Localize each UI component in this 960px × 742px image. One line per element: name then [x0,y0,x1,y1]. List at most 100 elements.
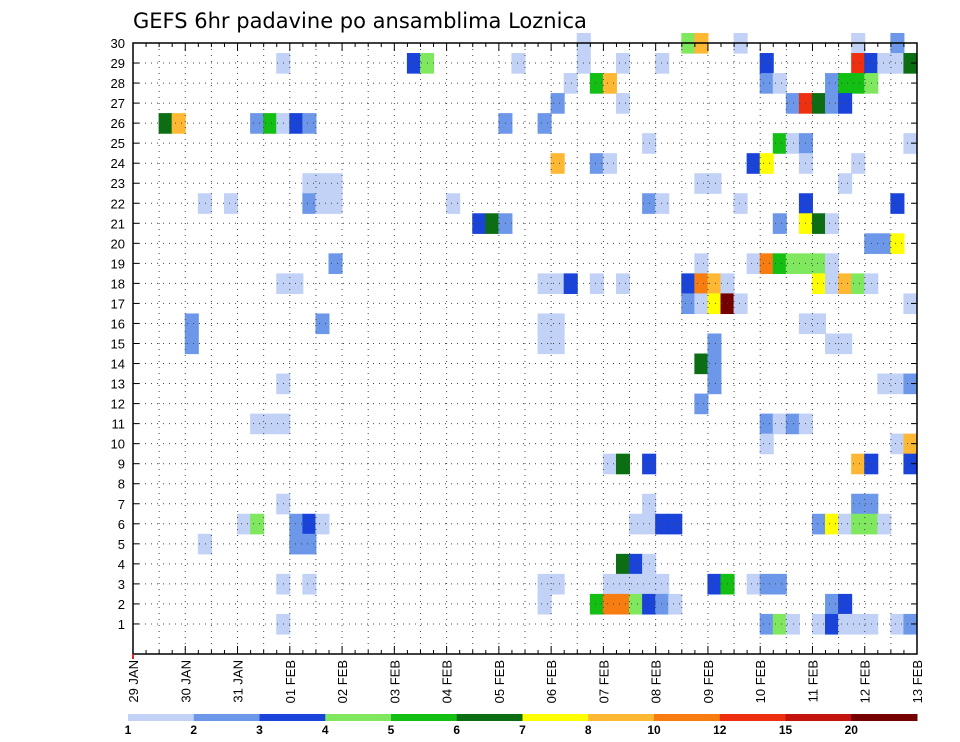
colorbar-swatch [128,714,195,721]
heatmap-cell [811,253,827,274]
heatmap-cell [785,133,800,154]
y-axis: 1234567891011121314151617181920212223242… [111,36,917,632]
heatmap-cell [890,433,905,455]
heatmap-cell [655,53,670,74]
heatmap-cell [250,413,265,435]
y-tick-label: 19 [111,256,125,271]
heatmap-cell [315,513,330,535]
heatmap-cell [629,593,644,615]
y-tick-label: 16 [111,316,125,331]
heatmap-cell [406,53,421,74]
heatmap-cell [811,513,827,535]
x-tick-label: 01 FEB [283,660,298,703]
heatmap-cell [825,213,840,234]
x-tick-label: 07 FEB [596,660,611,703]
heatmap-cell [655,513,670,535]
heatmap-cell [903,433,918,455]
x-tick-label: 29 JAN [126,660,141,703]
y-tick-label: 24 [111,156,125,171]
heatmap-cell [589,593,604,615]
heatmap-cell [629,553,644,575]
y-tick-label: 27 [111,96,125,111]
y-tick-label: 14 [111,357,125,372]
heatmap-cell [694,393,709,415]
heatmap-cell [811,213,827,234]
heatmap-cell [602,573,617,595]
heatmap-cell [838,513,853,535]
heatmap-cell [511,53,526,74]
heatmap-cell [825,273,840,295]
heatmap-cell [733,293,748,315]
heatmap-cell [851,493,866,515]
colorbar-label: 4 [322,723,329,737]
heatmap-cell [328,253,343,274]
x-tick-label: 09 FEB [701,660,716,703]
heatmap-cell [250,513,265,535]
heatmap-cell [537,593,552,615]
heatmap-cell [890,373,905,395]
heatmap-cell [785,253,800,274]
colorbar-swatch [456,714,523,721]
heatmap-cell [890,53,905,74]
heatmap-cell [171,113,186,134]
colorbar-swatch [654,714,721,721]
heatmap-cell [851,53,866,74]
colorbar: 1 2 3 4 5 6 7 8 10 12 15 20 [125,714,918,737]
heatmap-cell [328,173,343,194]
heatmap-cell [851,273,866,295]
heatmap-cell [785,413,800,435]
heatmap-cell [838,593,853,615]
colorbar-label: 6 [453,723,460,737]
y-tick-label: 4 [118,557,125,572]
heatmap-cell [302,193,317,214]
heatmap-cell [263,413,278,435]
y-tick-label: 8 [118,477,125,492]
heatmap-cell [851,453,866,475]
heatmap-cell [851,73,866,94]
heatmap-cell [733,193,748,214]
heatmap-cell [550,333,565,355]
y-tick-label: 1 [118,617,125,632]
y-tick-label: 2 [118,597,125,612]
heatmap-cell [550,273,565,295]
heatmap-cell [537,333,552,355]
heatmap-cell [811,93,827,114]
heatmap-cell [903,293,918,315]
y-tick-label: 13 [111,377,125,392]
heatmap-cell [903,373,918,395]
heatmap-cell [655,573,670,595]
heatmap-cell [694,173,709,194]
heatmap-cell [158,113,173,134]
heatmap-cell [302,173,317,194]
y-tick-label: 21 [111,216,125,231]
heatmap-cell [838,273,853,295]
y-tick-label: 29 [111,56,125,71]
heatmap-cell [668,593,683,615]
heatmap-cell [825,93,840,114]
heatmap-cell [184,333,199,355]
heatmap-cell [328,193,343,214]
heatmap-cell [890,193,905,214]
heatmap-cell [759,253,774,274]
heatmap-cell [811,273,827,295]
heatmap-cell [785,93,800,114]
heatmap-cell [655,593,670,615]
colorbar-swatch [851,714,918,721]
heatmap-cell [302,513,317,535]
heatmap-cell [615,593,631,615]
x-tick-label: 12 FEB [858,660,873,703]
colorbar-swatch [588,714,655,721]
heatmap-cell [759,433,774,455]
y-tick-label: 9 [118,457,125,472]
x-tick-label: 02 FEB [335,660,350,703]
y-tick-label: 25 [111,136,125,151]
heatmap-cell [550,153,565,174]
heatmap-cell [707,173,722,194]
y-tick-label: 30 [111,36,125,51]
y-tick-label: 17 [111,296,125,311]
heatmap-cell [289,273,304,295]
heatmap-cell [903,453,918,475]
heatmap-cell [772,573,787,595]
heatmap-cell [838,333,853,355]
